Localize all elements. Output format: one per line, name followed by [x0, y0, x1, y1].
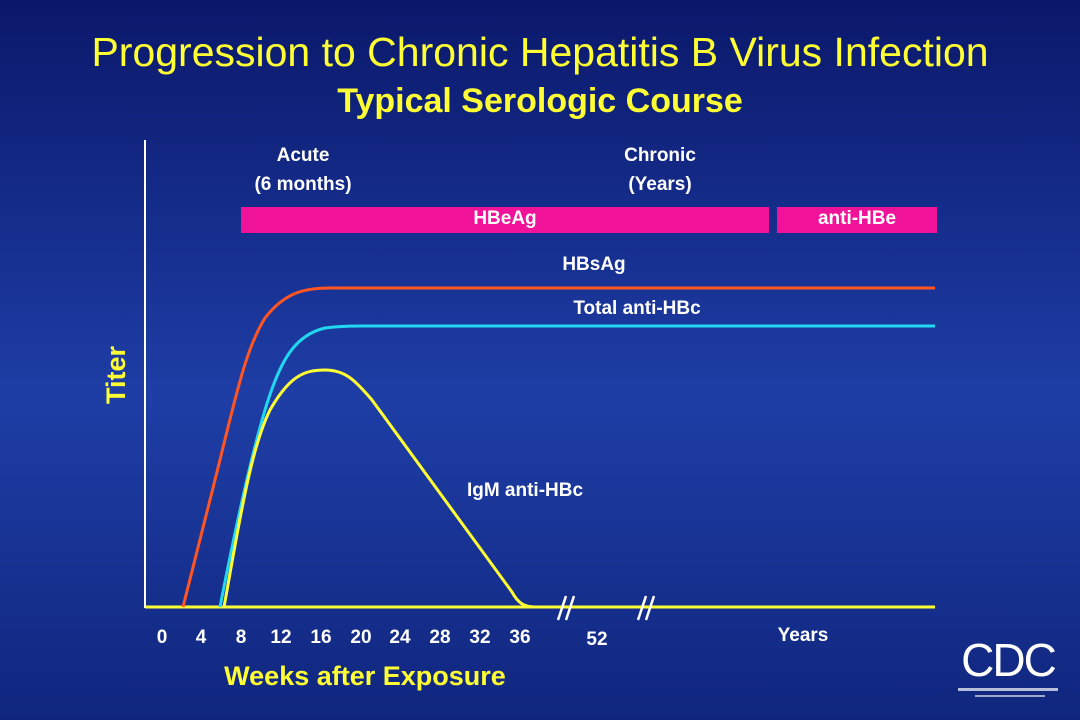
hbeag-bar [241, 207, 769, 233]
logo-tagline [975, 695, 1045, 697]
curve-label: HBsAg [562, 254, 625, 275]
break-mark [644, 595, 656, 621]
logo: CDC [961, 634, 1055, 686]
break-mark [556, 595, 568, 621]
x-tick-label: 12 [270, 627, 291, 648]
x-tick-label: 20 [350, 627, 371, 648]
x-tick-label: 28 [429, 627, 450, 648]
title: Progression to Chronic Hepatitis B Virus… [91, 29, 988, 75]
x-axis-title: Weeks after Exposure [224, 661, 506, 691]
break-mark [564, 595, 576, 621]
y-axis-title: Titer [101, 346, 131, 405]
curve-label: Total anti-HBc [573, 298, 701, 319]
phase-sublabel: (6 months) [254, 174, 351, 195]
x-tick-label: 4 [196, 627, 207, 648]
igm-anti-hbc-curve [222, 368, 935, 609]
x-tick-label: 8 [236, 627, 247, 648]
phase-sublabel: (Years) [628, 174, 691, 195]
x-tick-label: 36 [509, 627, 530, 648]
subtitle: Typical Serologic Course [337, 82, 743, 120]
phase-label: Chronic [624, 145, 696, 166]
anti-hbe-bar [777, 207, 937, 233]
logo-tagline [958, 688, 1058, 691]
bar-label: anti-HBe [818, 208, 896, 229]
curve-label: IgM anti-HBc [467, 480, 584, 501]
x-tick-label: 32 [469, 627, 490, 648]
hbsag-curve [181, 286, 935, 608]
axis-breaks [556, 595, 656, 621]
x-tick-label: Years [778, 625, 829, 646]
phase-label: Acute [277, 145, 330, 166]
x-tick-label: 24 [389, 627, 411, 648]
x-tick-label: 0 [157, 627, 168, 648]
total-anti-hbc-curve [218, 324, 935, 608]
x-tick-label: 52 [586, 629, 607, 650]
bar-label: HBeAg [473, 208, 536, 229]
x-tick-label: 16 [310, 627, 331, 648]
break-mark [636, 595, 648, 621]
